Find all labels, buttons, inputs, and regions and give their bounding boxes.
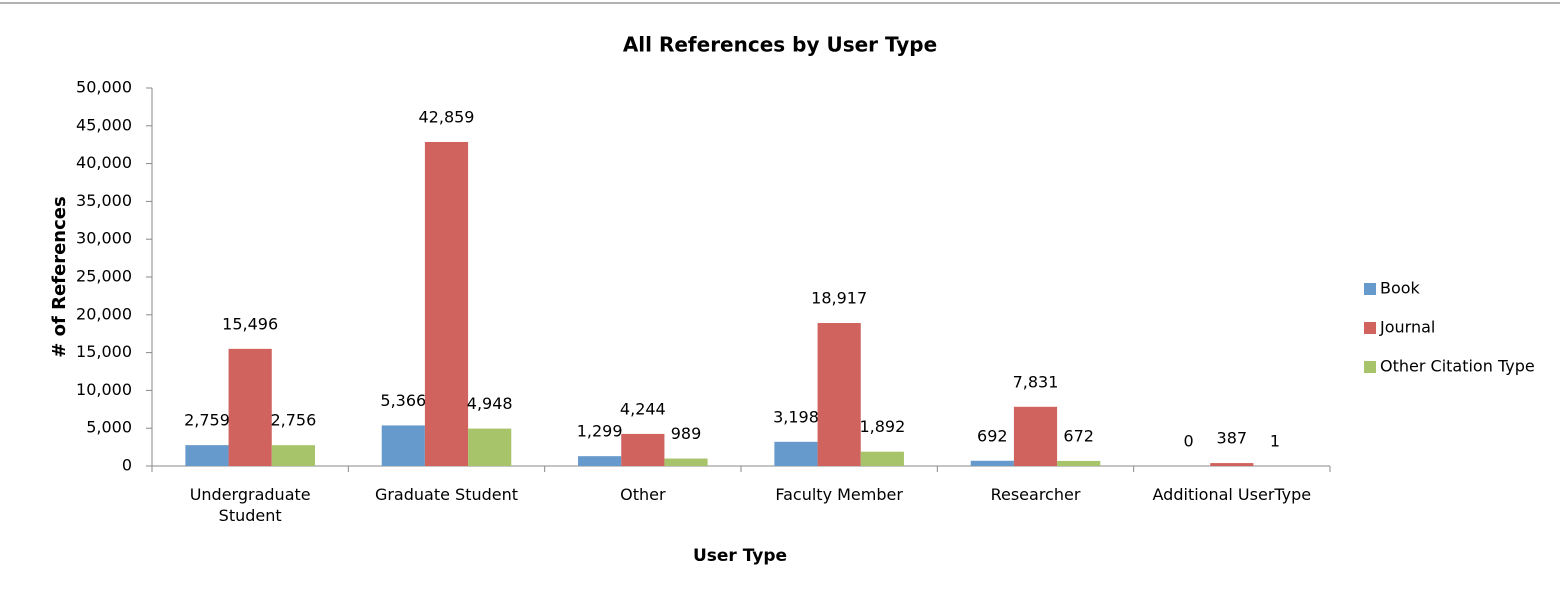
data-label: 2,756 [270,411,316,430]
bar [468,428,512,466]
x-tick-label: Faculty Member [775,485,903,504]
data-label: 18,917 [811,288,867,307]
y-tick-label: 10,000 [76,380,132,399]
y-tick-label: 25,000 [76,267,132,286]
y-tick-label: 30,000 [76,229,132,248]
data-label: 4,948 [467,394,513,413]
y-tick-label: 20,000 [76,304,132,323]
bar [381,425,425,466]
bar [664,458,708,466]
data-label: 7,831 [1013,372,1059,391]
bar [774,441,818,466]
y-tick-label: 0 [122,456,132,475]
x-tick-label: Researcher [990,485,1081,504]
data-label: 15,496 [222,314,278,333]
x-tick-label: Additional UserType [1152,485,1312,504]
legend-label: Book [1380,279,1421,298]
bar [424,141,469,466]
chart-title: All References by User Type [623,33,937,57]
bar [1013,406,1058,466]
bar [817,322,861,466]
data-label: 1 [1270,431,1280,450]
data-label: 672 [1063,426,1094,445]
x-tick-label: Undergraduate Student [189,485,311,525]
x-axis-title: User Type [693,546,787,566]
data-label: 387 [1217,429,1248,448]
data-label: 1,892 [859,417,905,436]
legend-label: Journal [1379,318,1435,337]
y-tick-label: 15,000 [76,342,132,361]
legend-swatch [1364,322,1376,334]
legend-label: Other Citation Type [1380,357,1535,376]
y-tick-label: 50,000 [76,78,132,97]
x-tick-label: Graduate Student [374,485,519,504]
legend-swatch [1364,361,1376,373]
data-label: 42,859 [419,107,475,126]
bar [860,451,904,466]
bar [621,433,665,466]
bar [1057,460,1101,466]
data-label: 1,299 [577,422,623,441]
y-tick-label: 35,000 [76,191,132,210]
data-label: 0 [1184,432,1194,451]
data-label: 989 [671,424,702,443]
data-label: 3,198 [773,407,819,426]
y-axis-title: # of References [49,196,70,357]
x-tick-label: Other [620,485,666,504]
y-tick-label: 45,000 [76,115,132,134]
data-label: 4,244 [620,399,666,418]
bar [578,456,622,466]
bar [1210,463,1254,466]
bar [271,445,315,466]
data-label: 692 [977,426,1008,445]
bar [185,445,229,466]
y-tick-label: 5,000 [86,418,132,437]
bar [228,348,272,466]
y-tick-label: 40,000 [76,153,132,172]
bar [970,460,1014,466]
legend-swatch [1364,283,1376,295]
data-label: 5,366 [380,391,426,410]
data-label: 2,759 [184,411,230,430]
